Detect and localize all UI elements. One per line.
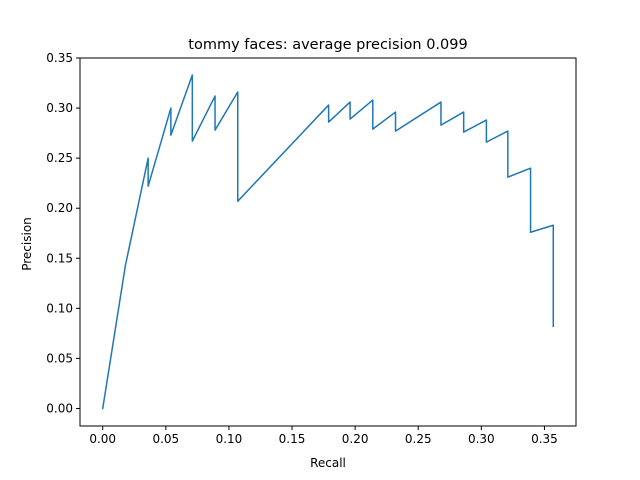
x-axis-label: Recall [310, 456, 346, 470]
y-tick-label: 0.35 [46, 51, 73, 65]
x-tick-label: 0.15 [279, 432, 306, 446]
y-tick-label: 0.15 [46, 251, 73, 265]
y-tick-label: 0.00 [46, 401, 73, 415]
x-tick-label: 0.10 [216, 432, 243, 446]
x-tick-label: 0.20 [342, 432, 369, 446]
axes-frame [79, 57, 577, 427]
y-axis: 0.00 0.05 0.10 0.15 0.20 0.25 0.30 0.35 [46, 51, 80, 415]
x-tick-label: 0.00 [89, 432, 116, 446]
x-tick-label: 0.30 [468, 432, 495, 446]
y-axis-label: Precision [20, 217, 34, 271]
y-tick-label: 0.10 [46, 301, 73, 315]
x-tick-label: 0.25 [405, 432, 432, 446]
chart-title: tommy faces: average precision 0.099 [188, 37, 467, 53]
plot-area [101, 74, 555, 410]
y-tick-label: 0.20 [46, 201, 73, 215]
x-tick-label: 0.35 [531, 432, 558, 446]
y-tick-label: 0.30 [46, 101, 73, 115]
x-axis: 0.00 0.05 0.10 0.15 0.20 0.25 0.30 0.35 [89, 426, 558, 446]
precision-recall-line [101, 74, 555, 410]
y-tick-label: 0.05 [46, 351, 73, 365]
y-tick-label: 0.25 [46, 151, 73, 165]
x-tick-label: 0.05 [152, 432, 179, 446]
